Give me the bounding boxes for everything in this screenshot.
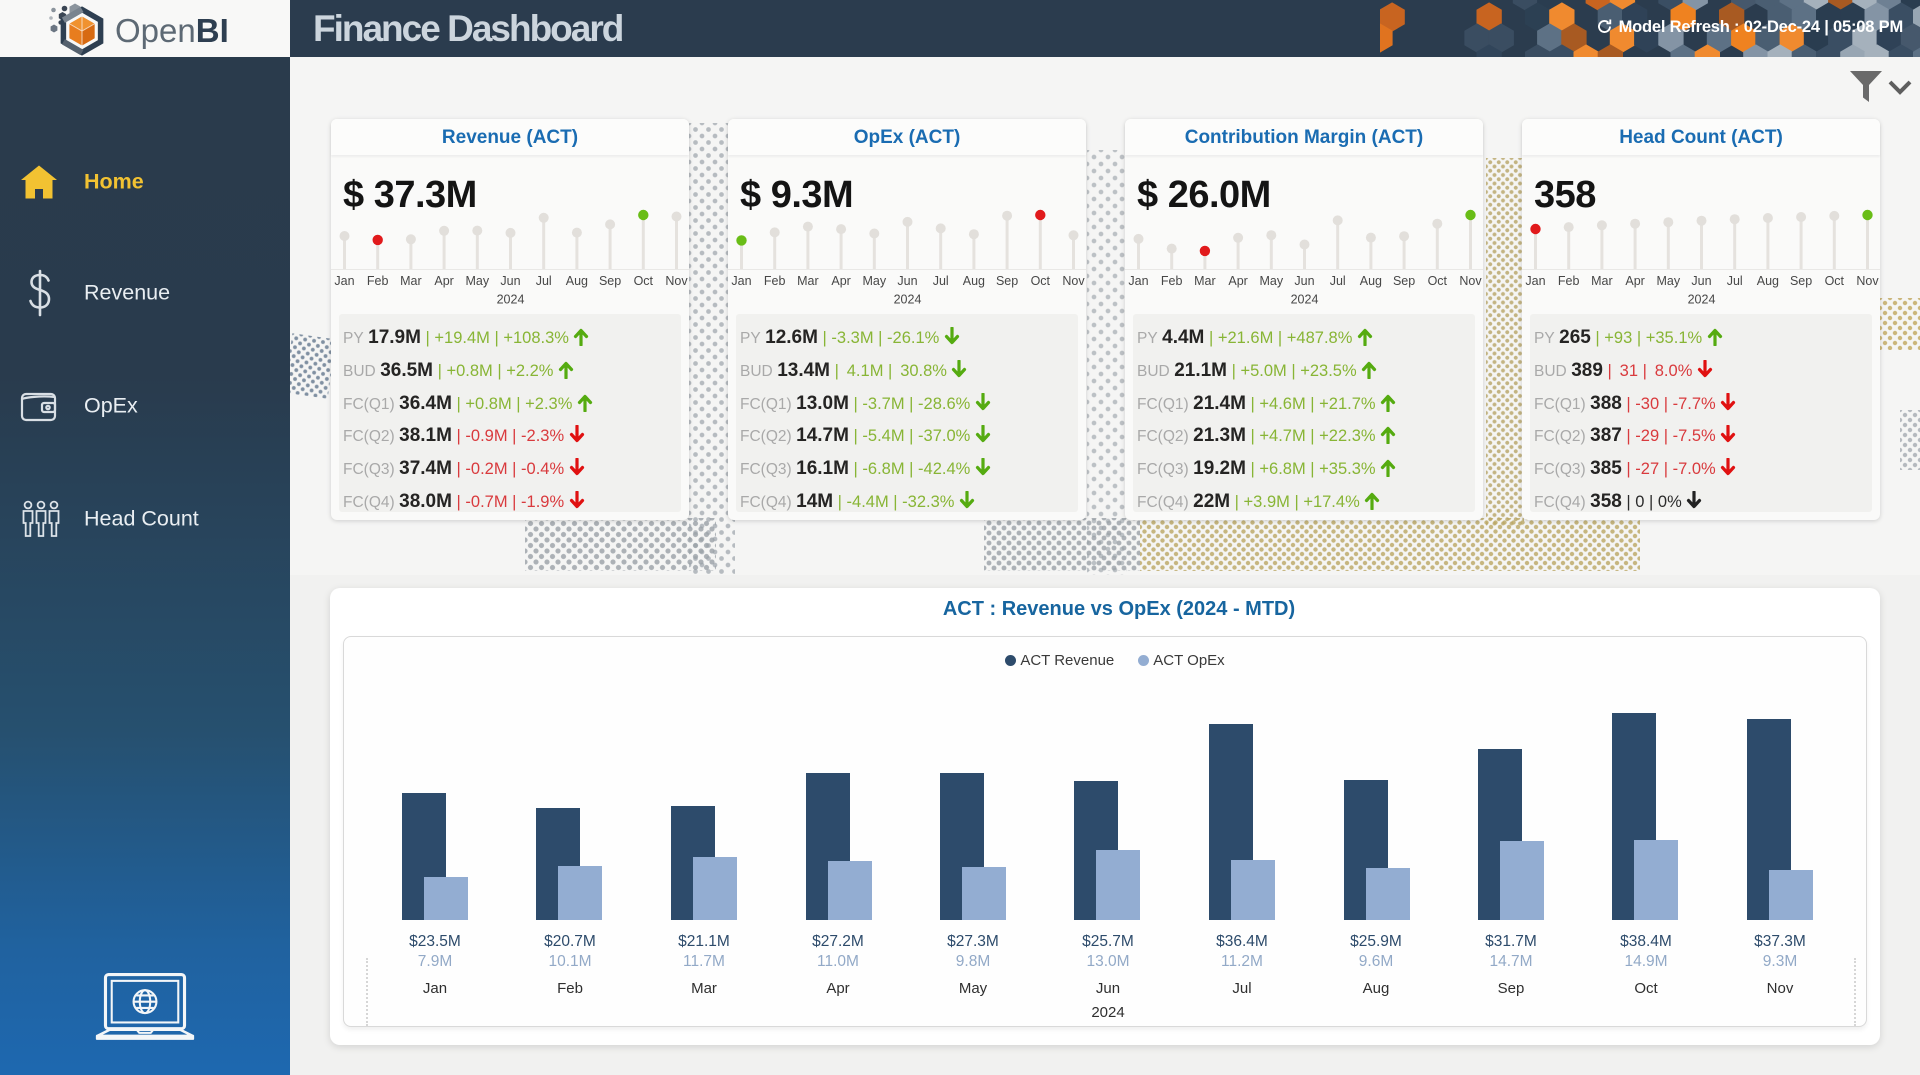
svg-text:Oct: Oct — [1031, 274, 1051, 288]
svg-text:Nov: Nov — [1459, 274, 1482, 288]
svg-text:Jul: Jul — [536, 274, 552, 288]
svg-text:Oct: Oct — [634, 274, 654, 288]
svg-text:Jun: Jun — [1294, 274, 1314, 288]
svg-text:Apr: Apr — [1625, 274, 1644, 288]
svg-text:Mar: Mar — [400, 274, 422, 288]
svg-text:Feb: Feb — [1161, 274, 1183, 288]
svg-text:Jun: Jun — [1691, 274, 1711, 288]
svg-text:May: May — [1259, 274, 1283, 288]
svg-text:Nov: Nov — [1062, 274, 1085, 288]
svg-text:Apr: Apr — [831, 274, 850, 288]
svg-text:Aug: Aug — [963, 274, 985, 288]
svg-text:Oct: Oct — [1825, 274, 1845, 288]
svg-text:2024: 2024 — [1688, 293, 1716, 307]
svg-text:Oct: Oct — [1428, 274, 1448, 288]
svg-text:2024: 2024 — [1291, 293, 1319, 307]
svg-text:OpenBI: OpenBI — [115, 12, 229, 49]
svg-text:2024: 2024 — [894, 293, 922, 307]
svg-text:Nov: Nov — [665, 274, 688, 288]
svg-text:Sep: Sep — [1393, 274, 1415, 288]
svg-text:Jan: Jan — [1128, 274, 1148, 288]
svg-text:Jul: Jul — [933, 274, 949, 288]
svg-text:May: May — [1656, 274, 1680, 288]
svg-text:May: May — [465, 274, 489, 288]
svg-text:Feb: Feb — [1558, 274, 1580, 288]
svg-text:May: May — [862, 274, 886, 288]
svg-text:Jan: Jan — [1525, 274, 1545, 288]
svg-text:Sep: Sep — [599, 274, 621, 288]
svg-text:Apr: Apr — [1228, 274, 1247, 288]
svg-text:Feb: Feb — [367, 274, 389, 288]
svg-text:Jan: Jan — [334, 274, 354, 288]
svg-text:Jun: Jun — [500, 274, 520, 288]
svg-text:Mar: Mar — [1591, 274, 1613, 288]
svg-text:Feb: Feb — [764, 274, 786, 288]
svg-text:Nov: Nov — [1856, 274, 1879, 288]
svg-text:Jan: Jan — [731, 274, 751, 288]
svg-text:Sep: Sep — [996, 274, 1018, 288]
svg-text:Apr: Apr — [434, 274, 453, 288]
svg-text:Aug: Aug — [566, 274, 588, 288]
svg-text:Sep: Sep — [1790, 274, 1812, 288]
svg-text:Jun: Jun — [897, 274, 917, 288]
svg-text:Mar: Mar — [1194, 274, 1216, 288]
svg-text:Aug: Aug — [1360, 274, 1382, 288]
svg-text:Mar: Mar — [797, 274, 819, 288]
svg-text:Jul: Jul — [1727, 274, 1743, 288]
svg-text:Aug: Aug — [1757, 274, 1779, 288]
svg-text:Jul: Jul — [1330, 274, 1346, 288]
svg-text:2024: 2024 — [497, 293, 525, 307]
